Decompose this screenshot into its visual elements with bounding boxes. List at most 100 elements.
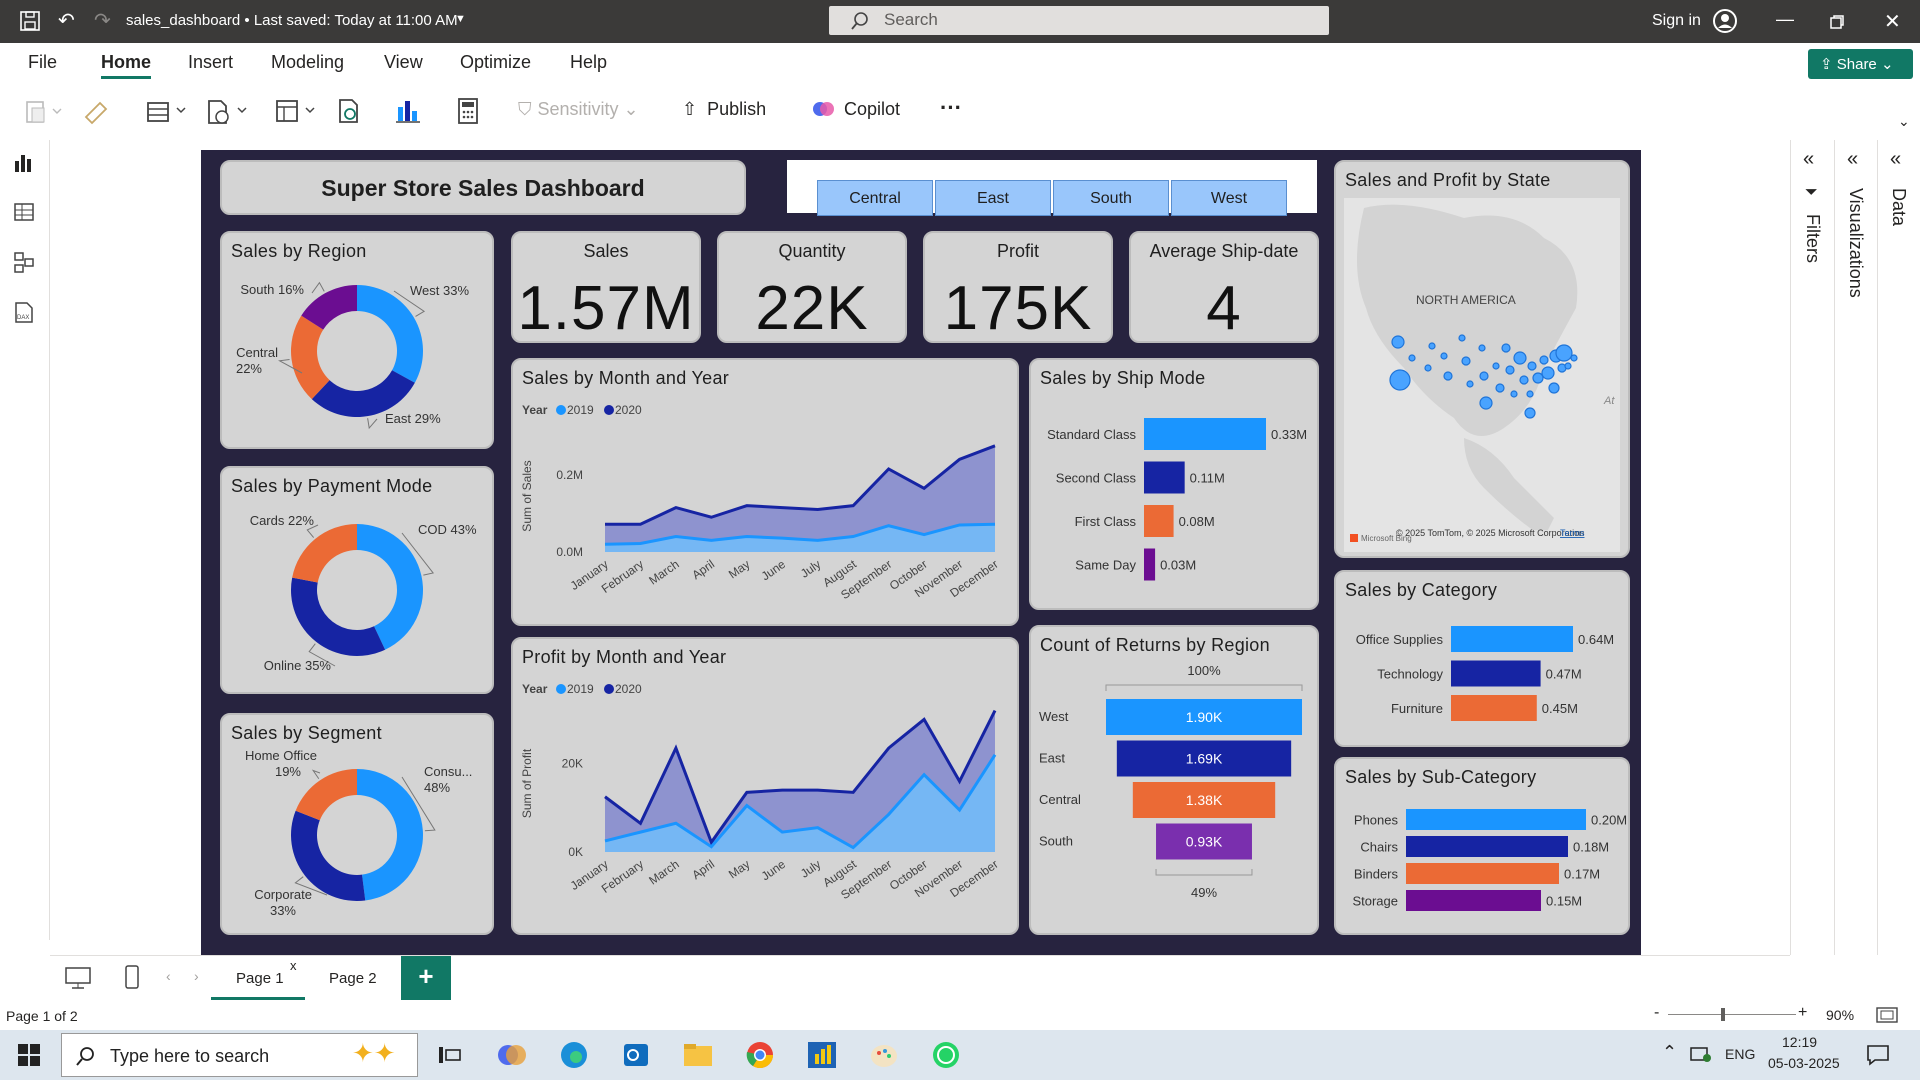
filters-pane[interactable]: « ⏷ Filters — [1790, 140, 1834, 955]
menu-view[interactable]: View — [384, 52, 423, 72]
category-card[interactable]: Sales by Category Office Supplies 0.64M Te… — [1334, 570, 1630, 747]
redo-icon[interactable]: ↷ — [94, 10, 111, 32]
prev-page-icon[interactable]: ‹ — [166, 968, 171, 984]
map-card[interactable]: Sales and Profit by State NORTH AMERICA … — [1334, 160, 1630, 558]
menu-insert[interactable]: Insert — [188, 52, 234, 72]
minimize-icon[interactable]: — — [1776, 9, 1794, 29]
legend-label-2020: 2020 — [615, 403, 642, 417]
state-map[interactable]: NORTH AMERICA At Microsoft Bing © 2025 T… — [1344, 198, 1620, 552]
edge-icon[interactable] — [558, 1040, 590, 1070]
profit-month-card[interactable]: Profit by Month and Year Year 2019 2020 Sum… — [511, 637, 1019, 935]
expand-filters-icon[interactable]: « — [1803, 148, 1815, 170]
region-chart-card[interactable]: Sales by Region West 33% East 29% Central 2… — [220, 231, 494, 449]
table-view-icon[interactable] — [13, 201, 35, 223]
sensitivity-icon: ⛉ — [518, 99, 532, 119]
slicer-west[interactable]: West — [1171, 180, 1287, 216]
menu-help[interactable]: Help — [570, 52, 608, 72]
transform-data-icon[interactable] — [274, 97, 320, 125]
menu-optimize[interactable]: Optimize — [460, 52, 532, 72]
publish-button[interactable]: ⇧ Publish — [682, 99, 766, 120]
kpi-quantity: Quantity 22K — [717, 231, 907, 343]
data-pane[interactable]: « Data — [1877, 140, 1920, 955]
fit-to-page-icon[interactable] — [1876, 1006, 1898, 1024]
sales-month-card[interactable]: Sales by Month and Year Year 2019 2020 Sum … — [511, 358, 1019, 626]
zoom-slider-thumb[interactable] — [1721, 1008, 1725, 1021]
report-view-icon[interactable] — [13, 151, 35, 173]
visualizations-pane[interactable]: « Visualizations — [1834, 140, 1877, 955]
more-options-icon[interactable]: ··· — [940, 95, 962, 120]
menu-file[interactable]: File — [28, 52, 58, 72]
save-icon[interactable] — [20, 11, 40, 31]
zoom-slider-track[interactable] — [1668, 1014, 1796, 1015]
model-view-icon[interactable] — [13, 251, 35, 273]
restore-icon[interactable] — [1830, 15, 1844, 29]
menu-modeling[interactable]: Modeling — [271, 52, 345, 72]
expand-visualizations-icon[interactable]: « — [1847, 148, 1859, 170]
slicer-east[interactable]: East — [935, 180, 1051, 216]
mobile-layout-icon[interactable] — [124, 964, 140, 990]
recent-sources-icon[interactable] — [205, 97, 249, 125]
share-button[interactable]: ⇪ Share ⌄ — [1808, 49, 1913, 79]
shipmode-card[interactable]: Sales by Ship Mode Standard Class 0.33M Se… — [1029, 358, 1319, 610]
bar-office-supplies — [1451, 626, 1573, 652]
slicer-south[interactable]: South — [1053, 180, 1169, 216]
dax-query-icon[interactable]: DAX — [13, 301, 35, 323]
network-icon[interactable] — [1690, 1045, 1712, 1063]
windows-start-icon[interactable] — [18, 1044, 40, 1066]
sensitivity-button[interactable]: ⛉ Sensitivity ⌄ — [518, 99, 639, 119]
clock-date[interactable]: 05-03-2025 — [1768, 1055, 1840, 1071]
map-terms-link[interactable]: Terms — [1560, 528, 1585, 538]
taskbar-search[interactable]: Type here to search ✦✦ — [61, 1033, 418, 1077]
new-visual-icon[interactable] — [394, 97, 422, 125]
next-page-icon[interactable]: › — [194, 968, 199, 984]
x-tick-may: May — [726, 557, 753, 581]
y-tick: 0K — [568, 845, 583, 859]
tab-page-2[interactable]: Page 2 — [306, 956, 400, 1000]
chrome-icon[interactable] — [744, 1040, 776, 1070]
whatsapp-icon[interactable] — [930, 1040, 962, 1070]
menu-home[interactable]: Home — [101, 52, 152, 79]
undo-icon[interactable]: ↶ — [58, 10, 75, 32]
language-indicator[interactable]: ENG — [1725, 1046, 1756, 1062]
powerbi-icon[interactable] — [806, 1040, 838, 1070]
subcategory-card[interactable]: Sales by Sub-Category Phones 0.20M Chairs 0… — [1334, 757, 1630, 935]
segment-chart-card[interactable]: Sales by Segment Consu... 48% Corporate 33%… — [220, 713, 494, 935]
copilot-button[interactable]: Copilot — [812, 99, 900, 120]
file-explorer-icon[interactable] — [682, 1040, 714, 1070]
slicer-central[interactable]: Central — [817, 180, 933, 216]
desktop-layout-icon[interactable] — [64, 966, 92, 990]
copilot-taskbar-icon[interactable] — [496, 1040, 528, 1070]
add-page-button[interactable]: + — [401, 956, 451, 1000]
signin-link[interactable]: Sign in — [1652, 12, 1701, 29]
task-view-icon[interactable] — [438, 1044, 462, 1066]
side-panes: « ⏷ Filters « Visualizations « Data — [1790, 140, 1920, 955]
zoom-in-button[interactable]: + — [1798, 1004, 1808, 1021]
payment-chart-card[interactable]: Sales by Payment Mode COD 43% Online 35% C… — [220, 466, 494, 694]
returns-card[interactable]: Count of Returns by Region 100% West 1.90K… — [1029, 625, 1319, 935]
kpi-ship-date: Average Ship-date 4 — [1129, 231, 1319, 343]
clock-time[interactable]: 12:19 — [1782, 1034, 1818, 1050]
title-dropdown-icon[interactable]: ▼ — [455, 13, 466, 25]
menu-bar: File Home Insert Modeling View Optimize … — [0, 43, 1920, 83]
format-painter-icon[interactable] — [82, 97, 110, 125]
refresh-icon[interactable] — [336, 97, 364, 125]
close-window-icon[interactable]: ✕ — [1884, 11, 1901, 33]
calculator-icon[interactable] — [456, 97, 480, 125]
donut-label: Central — [236, 345, 278, 360]
collapse-ribbon-icon[interactable]: ⌄ — [1898, 113, 1910, 129]
paste-icon[interactable] — [24, 97, 64, 125]
account-icon[interactable] — [1712, 8, 1738, 34]
paint-icon[interactable] — [868, 1040, 900, 1070]
tab-page-1[interactable]: Page 1 x — [211, 956, 305, 1000]
get-data-icon[interactable] — [145, 97, 189, 125]
notifications-icon[interactable] — [1866, 1044, 1890, 1066]
ribbon: ⛉ Sensitivity ⌄ ⇧ Publish Copilot ··· ⌄ — [0, 83, 1920, 139]
outlook-icon[interactable] — [620, 1040, 652, 1070]
expand-data-icon[interactable]: « — [1890, 148, 1902, 170]
donut-label: Corporate — [254, 887, 312, 902]
search-input[interactable]: Search — [829, 6, 1329, 35]
bar-value-2: 0.45M — [1542, 701, 1578, 716]
tray-chevron-icon[interactable]: ⌃ — [1662, 1042, 1678, 1062]
zoom-out-button[interactable]: - — [1654, 1004, 1660, 1021]
close-tab-icon[interactable]: x — [290, 958, 297, 973]
